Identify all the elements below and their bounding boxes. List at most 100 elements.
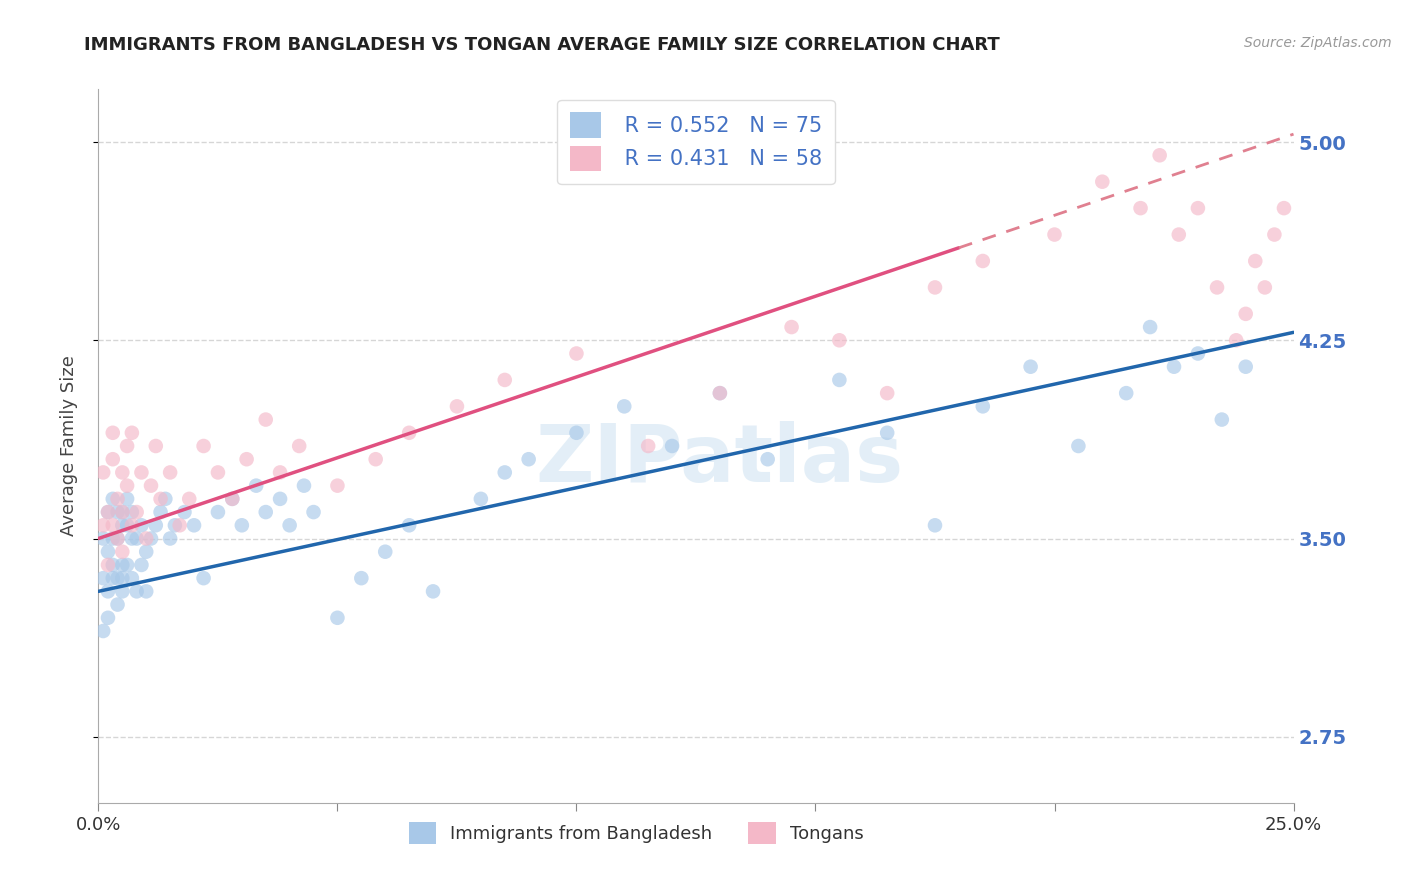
- Point: [91, 466, 114, 480]
- Point: [125, 532, 148, 546]
- Point: [107, 532, 129, 546]
- Point: [115, 491, 138, 506]
- Point: [398, 425, 420, 440]
- Point: [876, 425, 898, 440]
- Point: [115, 478, 138, 492]
- Point: [173, 505, 195, 519]
- Point: [101, 532, 124, 546]
- Point: [131, 558, 153, 572]
- Point: [494, 373, 516, 387]
- Point: [1234, 307, 1257, 321]
- Point: [565, 346, 588, 360]
- Point: [565, 425, 588, 440]
- Point: [121, 571, 143, 585]
- Point: [269, 466, 291, 480]
- Point: [159, 466, 181, 480]
- Point: [155, 491, 177, 506]
- Point: [135, 584, 157, 599]
- Point: [159, 532, 181, 546]
- Point: [254, 505, 277, 519]
- Point: [1244, 254, 1267, 268]
- Point: [101, 491, 124, 506]
- Point: [163, 518, 186, 533]
- Point: [125, 505, 148, 519]
- Point: [101, 571, 124, 585]
- Point: [91, 518, 114, 533]
- Point: [1272, 201, 1295, 215]
- Point: [269, 491, 291, 506]
- Point: [121, 505, 143, 519]
- Point: [398, 518, 420, 533]
- Point: [1163, 359, 1185, 374]
- Point: [1263, 227, 1285, 242]
- Point: [1129, 201, 1152, 215]
- Point: [91, 624, 114, 638]
- Point: [350, 571, 373, 585]
- Point: [121, 425, 143, 440]
- Point: [111, 518, 134, 533]
- Point: [1091, 175, 1114, 189]
- Point: [231, 518, 253, 533]
- Point: [97, 611, 120, 625]
- Text: IMMIGRANTS FROM BANGLADESH VS TONGAN AVERAGE FAMILY SIZE CORRELATION CHART: IMMIGRANTS FROM BANGLADESH VS TONGAN AVE…: [84, 36, 1000, 54]
- Point: [709, 386, 731, 401]
- Point: [101, 452, 124, 467]
- Point: [131, 466, 153, 480]
- Point: [1187, 201, 1209, 215]
- Text: ZIPatlas: ZIPatlas: [536, 421, 904, 500]
- Point: [135, 532, 157, 546]
- Point: [517, 452, 540, 467]
- Point: [91, 532, 114, 546]
- Point: [111, 505, 134, 519]
- Point: [111, 505, 134, 519]
- Point: [183, 518, 205, 533]
- Point: [169, 518, 191, 533]
- Point: [302, 505, 325, 519]
- Point: [828, 373, 851, 387]
- Point: [1139, 320, 1161, 334]
- Point: [221, 491, 243, 506]
- Point: [470, 491, 492, 506]
- Legend: Immigrants from Bangladesh, Tongans: Immigrants from Bangladesh, Tongans: [402, 814, 870, 851]
- Point: [135, 545, 157, 559]
- Point: [1254, 280, 1277, 294]
- Point: [97, 505, 120, 519]
- Point: [326, 478, 349, 492]
- Point: [924, 280, 946, 294]
- Point: [179, 491, 201, 506]
- Point: [828, 333, 851, 347]
- Point: [115, 558, 138, 572]
- Point: [97, 584, 120, 599]
- Point: [494, 466, 516, 480]
- Point: [101, 558, 124, 572]
- Text: Source: ZipAtlas.com: Source: ZipAtlas.com: [1244, 36, 1392, 50]
- Point: [364, 452, 387, 467]
- Point: [121, 532, 143, 546]
- Point: [111, 571, 134, 585]
- Point: [131, 518, 153, 533]
- Point: [111, 584, 134, 599]
- Point: [111, 545, 134, 559]
- Point: [876, 386, 898, 401]
- Point: [1211, 412, 1233, 426]
- Point: [374, 545, 396, 559]
- Point: [121, 518, 143, 533]
- Point: [91, 571, 114, 585]
- Point: [111, 466, 134, 480]
- Point: [1043, 227, 1066, 242]
- Point: [637, 439, 659, 453]
- Point: [145, 439, 167, 453]
- Point: [613, 400, 636, 414]
- Point: [193, 571, 215, 585]
- Point: [422, 584, 444, 599]
- Point: [1019, 359, 1042, 374]
- Point: [145, 518, 167, 533]
- Point: [1206, 280, 1229, 294]
- Point: [1115, 386, 1137, 401]
- Point: [107, 598, 129, 612]
- Point: [101, 425, 124, 440]
- Point: [97, 545, 120, 559]
- Point: [107, 532, 129, 546]
- Point: [245, 478, 267, 492]
- Point: [115, 518, 138, 533]
